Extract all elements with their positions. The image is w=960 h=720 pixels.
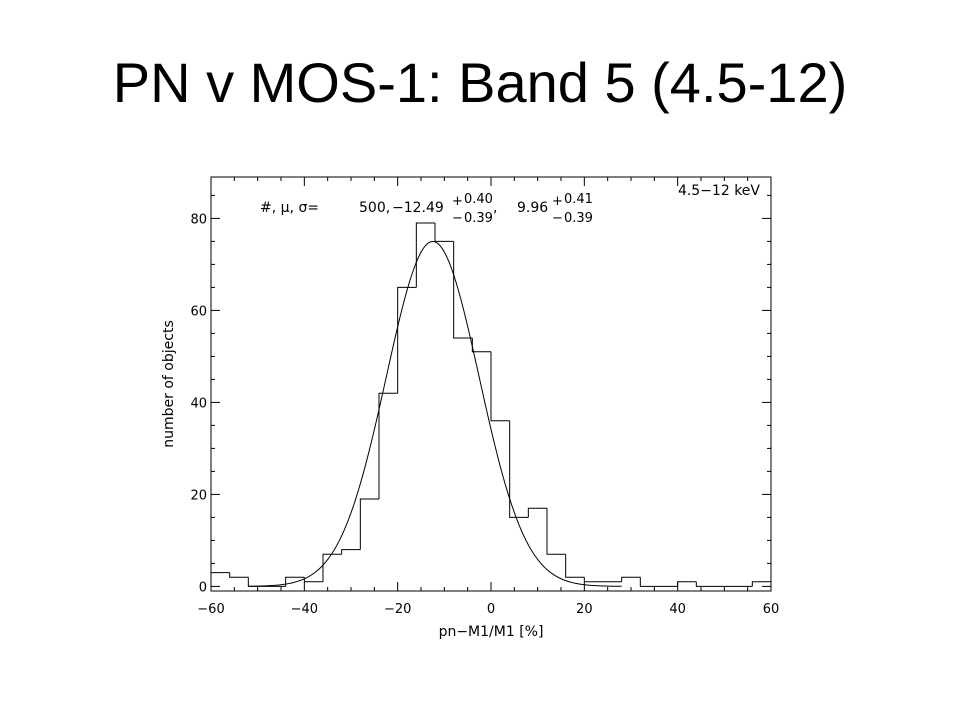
x-tick-label: 40	[669, 602, 686, 617]
histogram-bin	[677, 581, 697, 587]
stats-mean-plus-sign: +	[452, 194, 463, 209]
stats-prefix: #, μ, σ=	[260, 200, 319, 216]
stats-annotation: #, μ, σ= 500, −12.49 + − 0.40 0.39 , 9.9…	[260, 192, 593, 226]
histogram-bin	[621, 576, 641, 582]
histogram-steps	[211, 222, 771, 587]
histogram-bin	[546, 508, 566, 555]
y-tick-label: 80	[190, 212, 207, 227]
histogram-bin	[434, 223, 454, 242]
histogram-bin	[229, 572, 249, 578]
stats-mean-err-minus: 0.39	[464, 211, 493, 226]
histogram-bin	[509, 420, 529, 518]
histogram-bin	[453, 241, 473, 339]
histogram-bin	[471, 338, 491, 353]
y-axis-label: number of objects	[161, 320, 177, 447]
stats-sigma: 9.96	[517, 200, 548, 216]
band-label: 4.5−12 keV	[678, 183, 760, 199]
histogram-bin	[397, 286, 417, 394]
histogram-bin	[378, 392, 398, 499]
slide-title: PN v MOS-1: Band 5 (4.5-12)	[112, 51, 848, 114]
stats-separator: ,	[493, 200, 497, 216]
histogram-bin	[583, 577, 603, 583]
histogram-bin	[639, 577, 659, 587]
histogram-bin	[415, 222, 435, 288]
stats-n: 500,	[359, 200, 390, 216]
histogram-bin	[322, 553, 342, 582]
stats-mean: −12.49	[392, 200, 444, 216]
histogram-bin	[565, 554, 585, 578]
y-tick-label: 20	[190, 488, 207, 503]
x-tick-label: 20	[576, 602, 593, 617]
histogram-bin	[751, 581, 771, 587]
gaussian-fit-curve	[248, 240, 622, 587]
histogram-bin	[285, 576, 305, 587]
histogram-bin	[341, 549, 361, 555]
x-tick-labels: −60 −40 −20 0 20 40 60	[197, 602, 779, 617]
axis-ticks	[210, 177, 772, 591]
x-tick-label: −20	[384, 602, 411, 617]
histogram-bin	[695, 581, 715, 587]
y-tick-label: 40	[190, 396, 207, 411]
histogram-bin	[490, 351, 510, 422]
x-axis-label: pn−M1/M1 [%]	[439, 624, 544, 640]
y-tick-label: 0	[199, 580, 207, 595]
stats-mean-minus-sign: −	[452, 211, 463, 226]
stats-sigma-err-plus: 0.41	[564, 192, 593, 207]
stats-mean-err-plus: 0.40	[464, 192, 493, 207]
stats-sigma-err-minus: 0.39	[564, 211, 593, 226]
x-tick-label: 60	[763, 602, 780, 617]
histogram-bin	[359, 498, 379, 550]
x-tick-label: 0	[487, 602, 495, 617]
histogram-bin	[527, 507, 547, 518]
y-tick-label: 60	[190, 304, 207, 319]
stats-sigma-plus-sign: +	[552, 194, 563, 209]
y-tick-labels: 0 20 40 60 80	[190, 212, 207, 595]
x-tick-label: −60	[197, 602, 224, 617]
x-tick-label: −40	[291, 602, 318, 617]
histogram-bin	[247, 577, 267, 587]
stats-sigma-minus-sign: −	[552, 211, 563, 226]
